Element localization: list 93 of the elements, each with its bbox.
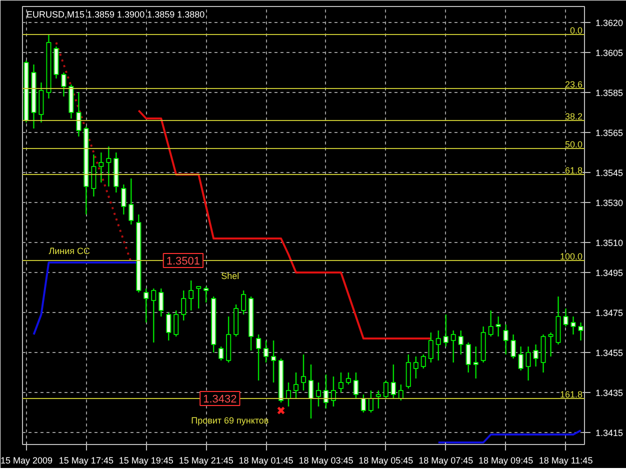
candlestick	[443, 314, 448, 348]
y-tick-label: 1.3510	[596, 238, 624, 248]
annotation: Линия СС	[48, 246, 91, 256]
candlestick	[510, 334, 516, 360]
annotation: 0.0	[570, 26, 583, 36]
candlestick	[188, 280, 194, 312]
candlestick	[128, 178, 134, 226]
candlestick	[144, 288, 149, 324]
y-tick-label: 1.3585	[596, 88, 624, 98]
x-tick-label: 18 May 09:45	[478, 456, 534, 466]
y-tick-label: 1.3530	[596, 198, 624, 208]
candlestick	[121, 184, 126, 216]
candlestick	[383, 380, 388, 400]
x-tick-label: 18 May 01:45	[238, 456, 294, 466]
candlestick	[256, 334, 262, 382]
candlestick	[450, 330, 456, 364]
annotation: Shel	[221, 270, 240, 281]
candlestick	[181, 290, 186, 322]
annotation: 38.2	[564, 112, 583, 122]
candlestick	[488, 310, 494, 338]
candlestick	[204, 286, 209, 304]
candlestick	[458, 330, 464, 356]
candlestick	[174, 310, 179, 338]
candlestick	[548, 332, 554, 358]
y-tick-label: 1.3565	[596, 128, 624, 138]
candlestick	[166, 312, 172, 342]
candlestick	[428, 332, 434, 364]
candlestick	[38, 82, 44, 124]
candlestick	[240, 290, 246, 316]
annotation: Провит 69 пунктов	[191, 415, 269, 426]
annotation: 61.8	[564, 166, 583, 176]
annotation: 50.0	[564, 140, 583, 150]
candlestick	[196, 286, 202, 310]
candlestick	[76, 92, 82, 138]
candlestick	[368, 390, 374, 414]
candlestick	[61, 72, 66, 98]
candlestick	[570, 316, 576, 336]
x-tick-label: 15 May 17:45	[58, 456, 114, 466]
y-tick-label: 1.3495	[596, 268, 624, 278]
candlestick	[353, 372, 359, 400]
candlestick	[106, 146, 112, 188]
x-tick-label: 18 May 07:45	[418, 456, 474, 466]
candlestick	[270, 340, 276, 384]
candlestick	[406, 354, 411, 390]
candlestick	[466, 342, 471, 374]
candlestick	[330, 376, 336, 408]
y-tick-label: 1.3545	[596, 168, 624, 178]
candlestick	[218, 346, 224, 362]
y-tick-label: 1.3415	[596, 428, 624, 438]
line-series	[138, 110, 432, 340]
candlestick	[338, 372, 344, 394]
candlestick	[98, 152, 104, 184]
candlestick	[360, 394, 366, 414]
annotation: 1.3432	[203, 394, 237, 406]
candlestick	[533, 344, 538, 368]
candlestick	[300, 354, 306, 392]
candlestick	[91, 154, 96, 198]
candlestick	[518, 346, 524, 372]
candlestick	[376, 390, 381, 410]
candlestick	[496, 316, 501, 338]
candlestick	[390, 364, 396, 400]
x-tick-label: 15 May 2009	[0, 456, 53, 466]
annotation: 100.0	[560, 252, 583, 262]
x-tick-label: 18 May 11:45	[538, 456, 593, 466]
candlestick	[526, 346, 531, 382]
x-tick-label: 15 May 21:45	[178, 456, 234, 466]
annotation: 161.8	[560, 390, 583, 400]
x-tick-label: 18 May 03:45	[298, 456, 354, 466]
candlestick	[473, 346, 478, 380]
x-tick-label: 15 May 19:45	[118, 456, 174, 466]
y-tick-label: 1.3605	[596, 48, 624, 58]
candlestick	[293, 372, 299, 400]
candlestick	[436, 330, 441, 362]
candlestick	[323, 374, 329, 410]
candlestick	[316, 382, 322, 408]
candlestick	[308, 364, 314, 420]
y-tick-label: 1.3620	[596, 18, 624, 28]
y-tick-label: 1.3475	[596, 308, 624, 318]
candlestick	[420, 354, 426, 370]
candlestick	[503, 324, 508, 356]
x-tick-label: 18 May 05:45	[358, 456, 414, 466]
candlestick	[563, 308, 568, 328]
candlestick	[346, 372, 352, 386]
annotation: 23.6	[564, 80, 583, 90]
candlestick	[263, 340, 269, 364]
annotation: 1.3501	[166, 256, 200, 268]
y-tick-label: 1.3435	[596, 388, 624, 398]
candlestick	[158, 288, 164, 318]
y-tick-label: 1.3455	[596, 348, 624, 358]
candlestick	[151, 288, 156, 344]
chart-title: EURUSD,M15 1.3859 1.3900 1.3859 1.3880	[26, 10, 205, 20]
candlestick	[578, 322, 584, 342]
candlestick	[413, 356, 418, 380]
